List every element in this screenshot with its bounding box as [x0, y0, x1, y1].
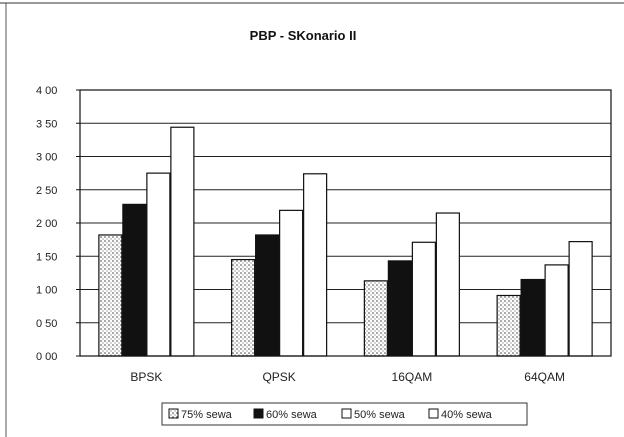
bar	[435, 212, 460, 357]
bar	[98, 234, 123, 357]
y-tick-label: 2 50	[36, 185, 57, 197]
x-axis-categories: BPSK QPSK 16QAM 64QAM	[130, 370, 565, 384]
bar	[411, 241, 436, 357]
y-tick-label: 3 50	[36, 118, 57, 130]
bar	[520, 278, 545, 357]
legend-label: 75% sewa	[181, 409, 233, 421]
legend-swatch	[341, 408, 352, 419]
legend: 75% sewa 60% sewa 50% sewa 40% sewa	[161, 402, 528, 426]
legend-label: 60% sewa	[266, 409, 318, 421]
bar	[122, 203, 147, 357]
y-axis-ticks: 0 00 0 50 1 00 1 50 2 00 2 50 3 00 3 50 4 00	[36, 85, 80, 363]
legend-swatch	[168, 408, 179, 419]
bar	[387, 260, 412, 357]
chart-title: PBP - SKonario II	[250, 28, 357, 43]
bar	[146, 172, 171, 357]
bar	[568, 241, 593, 357]
bar	[170, 126, 195, 357]
legend-label: 40% sewa	[441, 409, 493, 421]
x-category-label: BPSK	[130, 370, 162, 384]
bar	[496, 294, 521, 357]
legend-swatch	[253, 408, 264, 419]
bar	[363, 280, 388, 357]
y-tick-label: 1 00	[36, 285, 57, 297]
y-tick-label: 4 00	[36, 85, 57, 97]
y-tick-label: 3 00	[36, 152, 57, 164]
y-tick-label: 0 00	[36, 351, 57, 363]
legend-swatch	[428, 408, 439, 419]
x-category-label: 16QAM	[392, 370, 433, 384]
plot-area-border	[79, 89, 612, 357]
bars	[98, 126, 593, 357]
bar	[279, 209, 304, 357]
y-tick-label: 2 00	[36, 218, 57, 230]
bar	[544, 264, 569, 357]
x-category-label: QPSK	[262, 370, 295, 384]
x-category-label: 64QAM	[524, 370, 565, 384]
bar	[255, 234, 280, 357]
bar	[231, 258, 256, 357]
legend-label: 50% sewa	[354, 409, 406, 421]
y-tick-label: 1 50	[36, 251, 57, 263]
bar	[303, 173, 328, 357]
y-tick-label: 0 50	[36, 318, 57, 330]
